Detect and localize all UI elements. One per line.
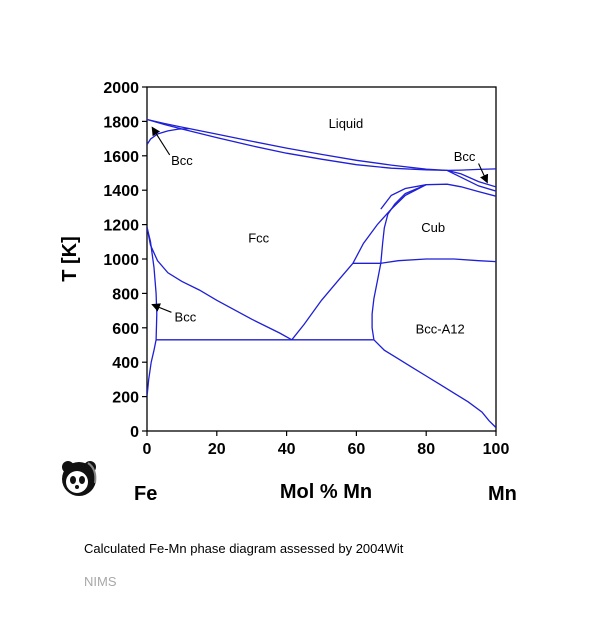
annotation-arrows <box>151 126 489 313</box>
y-tick-label: 400 <box>112 355 139 372</box>
x-tick-label: 40 <box>278 441 296 458</box>
y-tick-label: 1200 <box>103 218 139 235</box>
y-tick-label: 1400 <box>103 183 139 200</box>
phase-region-label: Bcc <box>454 149 476 164</box>
x-axis-title: Mol % Mn <box>280 481 372 503</box>
x-tick-label: 0 <box>143 441 152 458</box>
y-axis-title: T [K] <box>59 236 81 282</box>
phase-boundaries <box>147 118 496 429</box>
phase-boundary-line <box>147 227 158 397</box>
y-tick-label: 800 <box>112 286 139 303</box>
x-tick-label: 20 <box>208 441 226 458</box>
y-tick-label: 1000 <box>103 252 139 269</box>
phase-boundary-line <box>447 168 496 172</box>
phase-region-label: Cub <box>421 220 445 235</box>
y-tick-label: 0 <box>130 424 139 441</box>
phase-region-label: Bcc <box>175 310 197 325</box>
left-element-label: Fe <box>134 483 157 505</box>
phase-boundary-line <box>147 118 496 188</box>
phase-boundary-line <box>147 227 293 341</box>
annotation-arrow <box>151 126 171 156</box>
y-tick-label: 600 <box>112 321 139 338</box>
y-tick-label: 200 <box>112 390 139 407</box>
phase-boundary-line <box>147 118 448 172</box>
x-tick-label: 60 <box>348 441 366 458</box>
y-tick-label: 2000 <box>103 80 139 97</box>
phase-region-label: Bcc <box>171 153 193 168</box>
phase-boundary-line <box>371 263 382 340</box>
region-labels: Liquid Bcc Bcc Fcc Cub Bcc Bcc-A12 <box>171 116 476 337</box>
y-tick-label: 1800 <box>103 114 139 131</box>
phase-boundary-line <box>147 127 189 145</box>
annotation-arrow <box>151 303 172 313</box>
phase-region-label: Fcc <box>248 231 269 246</box>
phase-boundary-line <box>380 258 496 264</box>
phase-boundary-line <box>380 183 496 210</box>
y-tick-label: 1600 <box>103 149 139 166</box>
phase-region-label: Bcc-A12 <box>416 322 465 337</box>
figure-caption: Calculated Fe-Mn phase diagram assessed … <box>84 541 404 556</box>
phase-boundary-line <box>380 184 427 264</box>
right-element-label: Mn <box>488 483 517 505</box>
phase-region-label: Liquid <box>329 116 364 131</box>
footer-source: NIMS <box>84 574 117 589</box>
phase-boundary-line <box>291 262 354 341</box>
annotation-arrow <box>478 163 489 184</box>
phase-boundary-line <box>373 339 496 429</box>
x-tick-label: 80 <box>417 441 435 458</box>
axis-ticks: 0 200 400 600 800 1000 1200 1400 1600 1800 2000 0 20… <box>103 80 509 458</box>
x-tick-label: 100 <box>483 441 510 458</box>
phase-boundary-line <box>352 184 427 264</box>
panda-logo <box>62 461 97 496</box>
phase-boundary-line <box>446 169 496 192</box>
